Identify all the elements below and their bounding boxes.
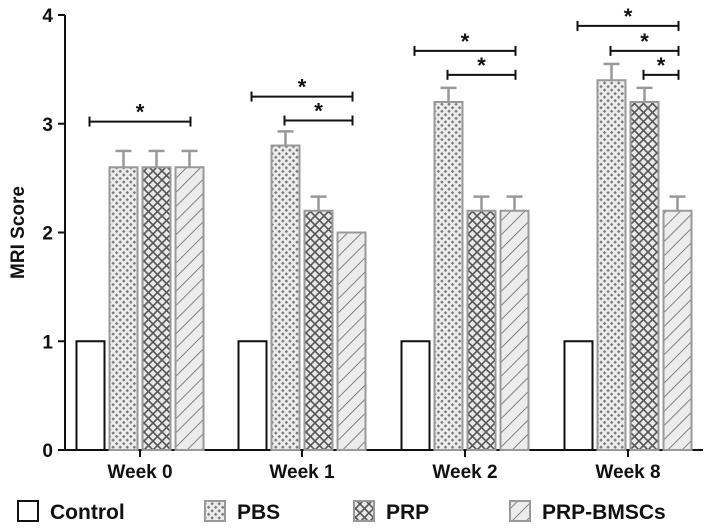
y-tick-label: 1 (42, 332, 53, 353)
bar-prp-week-8 (629, 101, 660, 451)
bar-pbs-week-8 (596, 79, 627, 451)
significance-star: * (314, 98, 323, 123)
significance-star: * (136, 100, 145, 125)
bar-pbs-week-1 (270, 144, 301, 451)
legend-swatch-control (17, 500, 39, 522)
x-tick-label: Week 0 (107, 462, 172, 483)
y-axis-label: MRI Score (8, 186, 29, 279)
significance-star: * (477, 53, 486, 78)
legend-label-pbs: PBS (237, 501, 280, 524)
y-tick-label: 2 (42, 224, 53, 245)
significance-star: * (624, 4, 633, 29)
legend-swatch-prp (353, 500, 375, 522)
significance-star: * (640, 29, 649, 54)
significance-star: * (657, 53, 666, 78)
significance-star: * (461, 29, 470, 54)
legend: Control PBS PRP PRP-BMSCs (17, 500, 666, 524)
axis-labels: Week 0 Week 1 Week 2 Week 8 MRI Score (8, 186, 661, 483)
bar-prp-bmscs-week-0 (174, 166, 205, 451)
x-tick-label: Week 8 (595, 462, 660, 483)
legend-label-prp-bmscs: PRP-BMSCs (542, 501, 666, 524)
bar-prp-bmscs-week-1 (336, 231, 367, 451)
significance-star: * (298, 75, 307, 100)
legend-swatch-pbs (204, 500, 226, 522)
error-bars (115, 62, 686, 211)
bar-control-week-8 (563, 340, 594, 451)
bar-prp-week-0 (141, 166, 172, 451)
bar-control-week-1 (237, 340, 268, 451)
bar-prp-bmscs-week-2 (499, 209, 530, 451)
bar-control-week-2 (400, 340, 431, 451)
y-tick-label: 4 (42, 6, 53, 27)
bars (75, 79, 693, 451)
bar-prp-week-1 (303, 209, 334, 451)
bar-pbs-week-2 (433, 101, 464, 451)
x-tick-label: Week 2 (432, 462, 497, 483)
bar-control-week-0 (75, 340, 106, 451)
legend-label-prp: PRP (386, 501, 429, 524)
bar-prp-bmscs-week-8 (662, 209, 693, 451)
bar-prp-week-2 (466, 209, 497, 451)
legend-label-control: Control (50, 501, 125, 524)
y-tick-label: 0 (42, 441, 53, 462)
bar-pbs-week-0 (108, 166, 139, 451)
x-tick-label: Week 1 (269, 462, 335, 483)
legend-swatch-prp-bmscs (509, 500, 531, 522)
y-tick-label: 3 (42, 115, 53, 136)
significance-brackets: * * * * * * * * (88, 4, 680, 127)
